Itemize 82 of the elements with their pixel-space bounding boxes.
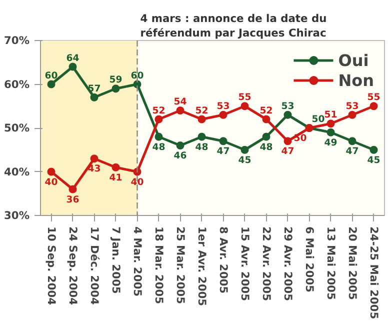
data-label: 48 <box>260 142 273 153</box>
point <box>198 132 206 141</box>
data-label: 40 <box>44 176 58 188</box>
data-label: 48 <box>152 142 166 153</box>
legend-label: Non <box>338 70 374 90</box>
point <box>90 154 98 163</box>
data-label: 60 <box>44 70 58 82</box>
point <box>68 185 77 194</box>
data-label: 53 <box>216 100 230 112</box>
data-label: 47 <box>346 146 359 158</box>
x-tick-label: 17 Déc. 2004 <box>88 226 101 305</box>
x-tick-label: 15 Avr. 2005 <box>238 226 252 302</box>
point <box>176 142 184 150</box>
point <box>326 128 335 136</box>
point <box>326 120 335 128</box>
point <box>90 93 98 102</box>
data-label: 46 <box>174 150 187 162</box>
data-label: 53 <box>346 100 359 112</box>
x-tick-label: 10 Sep. 2004 <box>44 226 58 305</box>
point <box>370 102 378 110</box>
y-tick-label: 40% <box>4 165 30 178</box>
data-label: 43 <box>88 164 101 175</box>
x-tick-label: 29 Avr. 2005 <box>281 226 294 302</box>
x-tick-label: 4 Mar. 2005 <box>130 226 144 297</box>
x-tick-label: 1er Avr. 2005 <box>195 226 208 306</box>
data-label: 51 <box>324 110 338 121</box>
x-tick-label: 13 Mai 2005 <box>324 226 338 300</box>
data-label: 54 <box>174 96 188 108</box>
data-label: 64 <box>66 52 80 64</box>
y-tick-label: 30% <box>4 209 30 222</box>
data-label: 40 <box>130 176 144 188</box>
point <box>112 163 120 172</box>
x-tick-label: 22 Avr. 2005 <box>260 226 273 302</box>
data-label: 50 <box>312 114 326 125</box>
point <box>47 80 56 88</box>
point <box>284 137 292 146</box>
x-tick-label: 8 Avr. 2005 <box>216 226 230 294</box>
point <box>47 168 56 176</box>
x-tick-label: 24 Sep. 2004 <box>66 226 80 305</box>
y-tick-label: 70% <box>4 34 30 47</box>
point <box>240 146 249 154</box>
data-label: 49 <box>324 137 338 148</box>
x-tick-label: 25 Mar. 2005 <box>174 226 187 304</box>
x-tick-label: 6 Mai 2005 <box>302 226 316 292</box>
data-label: 55 <box>367 92 380 104</box>
point <box>262 132 270 141</box>
data-label: 41 <box>109 172 122 184</box>
data-label: 36 <box>66 194 80 206</box>
point <box>198 115 206 124</box>
data-label: 53 <box>281 100 294 112</box>
point <box>176 106 184 114</box>
point <box>219 110 228 119</box>
x-tick-label: 7 Jan. 2005 <box>109 226 122 294</box>
data-label: 60 <box>130 70 144 82</box>
point <box>219 137 228 146</box>
point <box>112 84 120 93</box>
point <box>262 115 270 124</box>
ref-line-label: 4 mars : annonce de la date du référendum par Jacques Chirac <box>140 12 327 40</box>
point <box>348 110 356 119</box>
data-label: 59 <box>109 74 122 86</box>
data-label: 55 <box>238 92 252 104</box>
x-tick-label: 24-25 Mai 2005 <box>367 226 380 320</box>
data-label: 47 <box>216 146 230 158</box>
point <box>154 115 163 124</box>
point <box>348 137 356 146</box>
data-label: 52 <box>260 105 273 116</box>
data-label: 45 <box>367 154 380 166</box>
data-label: 52 <box>152 105 166 116</box>
data-label: 47 <box>281 146 294 158</box>
y-tick-label: 50% <box>4 122 30 134</box>
point <box>284 110 292 119</box>
legend-label: Oui <box>338 50 369 70</box>
data-label: 45 <box>238 154 252 166</box>
x-tick-label: 18 Mar. 2005 <box>152 226 166 304</box>
point <box>154 132 163 141</box>
data-label: 52 <box>195 105 208 116</box>
data-label: 48 <box>195 142 208 153</box>
x-tick-label: 20 Mai 2005 <box>346 226 359 300</box>
point <box>68 62 77 71</box>
y-tick-label: 60% <box>4 78 30 91</box>
point <box>240 102 249 110</box>
point <box>370 146 378 154</box>
